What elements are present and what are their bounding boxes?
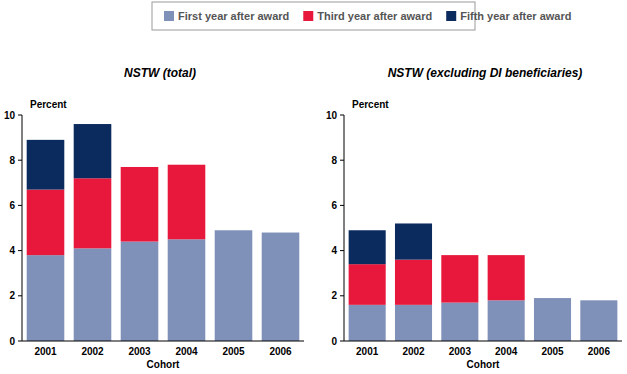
x-tick-label: 2001 [356,346,379,357]
y-axis-label: Percent [30,99,67,110]
legend-frame [152,2,475,30]
x-axis-label: Cohort [467,359,500,370]
bar-segment [27,140,65,190]
bar-segment [121,242,159,341]
y-tick-label: 0 [9,336,15,347]
y-tick [18,341,22,342]
chart: NSTW (excluding DI beneficiaries) Percent… [326,66,622,370]
bar-segment [580,300,617,341]
legend-swatch [303,11,313,21]
bar-segment [441,303,478,341]
y-tick [340,160,344,161]
bar-segment [74,124,112,178]
chart-title: NSTW (excluding DI beneficiaries) [388,66,583,80]
x-tick-label: 2006 [269,346,292,357]
y-tick [18,295,22,296]
x-axis-label: Cohort [147,359,180,370]
x-tick-label: 2003 [128,346,151,357]
y-tick-label: 6 [9,200,15,211]
y-tick-label: 2 [331,290,337,301]
x-tick-label: 2005 [541,346,564,357]
x-tick-label: 2003 [449,346,472,357]
y-tick [340,205,344,206]
y-axis-line [344,115,345,341]
bar-segment [168,165,206,240]
y-tick-label: 0 [331,336,337,347]
chart: NSTW (total) Percent Cohort 2001 2002 2003 200… [4,66,304,370]
y-tick [18,250,22,251]
bar-segment [27,190,65,256]
y-tick [18,115,22,116]
bar-segment [27,255,65,341]
legend-swatch [446,11,456,21]
bar-segment [349,264,386,305]
bars [27,124,300,341]
legend: First year after award Third year after a… [152,2,571,30]
y-tick [340,250,344,251]
bar-segment [534,298,571,341]
bar-segment [395,260,432,305]
bar-segment [395,305,432,341]
bar-segment [441,255,478,302]
bar-segment [488,300,525,341]
legend-label: Fifth year after award [460,10,571,22]
chart-canvas: First year after award Third year after a… [0,0,627,374]
bar-segment [74,248,112,341]
x-tick-label: 2001 [34,346,57,357]
bar-segment [262,233,300,341]
x-tick-label: 2006 [588,346,611,357]
y-tick-label: 10 [4,110,16,121]
bar-segment [215,230,253,341]
x-tick-label: 2002 [81,346,104,357]
x-axis-line [22,341,304,342]
y-tick-label: 4 [9,245,15,256]
y-tick-label: 8 [331,155,337,166]
y-axis-label: Percent [352,99,389,110]
bar-segment [395,223,432,259]
y-tick-label: 2 [9,290,15,301]
y-axis-line [22,115,23,341]
y-tick [18,160,22,161]
legend-swatch [164,11,174,21]
x-tick-label: 2005 [222,346,245,357]
bar-segment [168,239,206,341]
legend-label: Third year after award [317,10,432,22]
y-tick-label: 4 [331,245,337,256]
bar-segment [488,255,525,300]
y-tick [340,295,344,296]
bar-segment [121,167,159,242]
y-tick-label: 10 [326,110,338,121]
x-tick-label: 2002 [402,346,425,357]
bar-segment [349,230,386,264]
x-axis-line [344,341,622,342]
legend-label: First year after award [178,10,289,22]
bars [349,223,618,341]
bar-segment [74,178,112,248]
x-tick-label: 2004 [495,346,518,357]
y-tick-label: 6 [331,200,337,211]
bar-segment [349,305,386,341]
chart-title: NSTW (total) [124,66,196,80]
y-tick-label: 8 [9,155,15,166]
y-tick [340,115,344,116]
y-tick [18,205,22,206]
y-tick [340,341,344,342]
x-tick-label: 2004 [175,346,198,357]
